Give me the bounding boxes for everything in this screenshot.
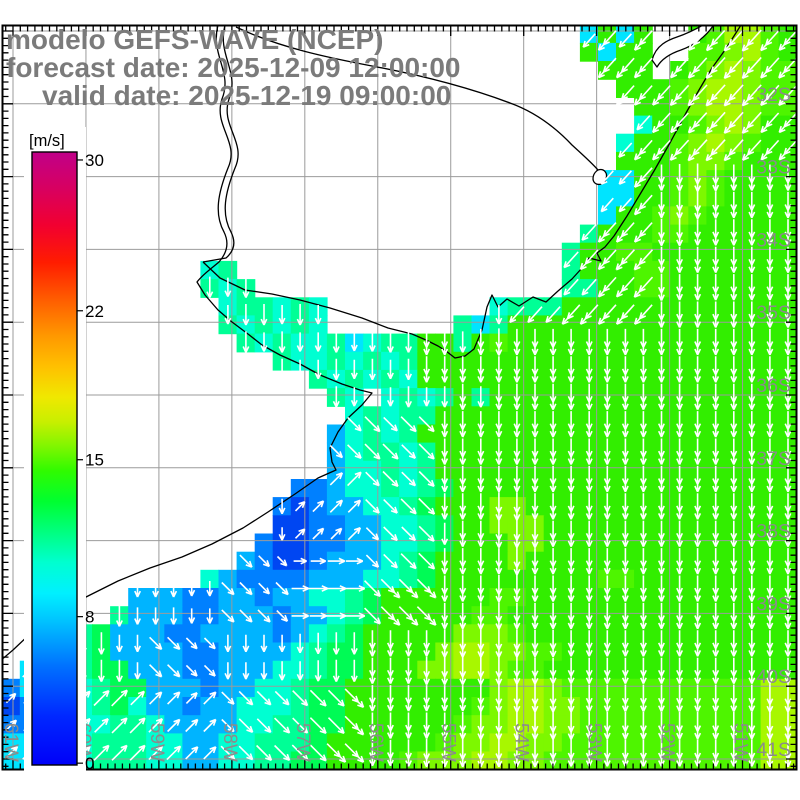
latitude-label: 35S <box>756 302 791 324</box>
inland-river <box>235 26 599 171</box>
latitude-label: 37S <box>756 448 791 470</box>
longitude-label: 58W <box>219 723 240 762</box>
colorbar-legend: [m/s] 30 22 15 8 0 <box>24 127 104 773</box>
colorbar-tick-label: 15 <box>85 451 104 470</box>
latitude-label: 36S <box>756 375 791 397</box>
wind-arrows <box>4 29 797 768</box>
colorbar-tick-label: 8 <box>85 608 94 627</box>
longitude-label: 55W <box>438 723 459 762</box>
colorbar-gradient-bar <box>31 151 78 766</box>
degree-tick-marks <box>3 26 796 769</box>
axis-labels: 32S33S34S35S36S37S38S39S40S41S61W60W59W5… <box>0 84 791 762</box>
longitude-label: 57W <box>292 723 313 762</box>
river-east-bank <box>202 25 239 263</box>
colorbar-unit-label: [m/s] <box>29 132 65 150</box>
longitude-label: 61W <box>0 723 21 762</box>
latitude-label: 38S <box>756 521 791 543</box>
latitude-label: 39S <box>756 593 791 615</box>
map-frame <box>1 24 798 771</box>
longitude-label: 54W <box>511 723 532 762</box>
graticule-lines <box>2 25 797 770</box>
longitude-label: 51W <box>730 723 751 762</box>
latitude-label: 32S <box>756 84 791 106</box>
longitude-label: 52W <box>657 723 678 762</box>
latitude-label: 33S <box>756 157 791 179</box>
coastline <box>2 25 742 661</box>
colorbar-tick-label: 22 <box>85 302 104 321</box>
river-west-bank-south-coast <box>2 25 373 661</box>
coast-atlantic-north-shore <box>202 25 742 359</box>
latitude-label: 34S <box>756 229 791 251</box>
latitude-label: 41S <box>756 739 791 761</box>
longitude-label: 59W <box>146 723 167 762</box>
colorbar-tick-label: 0 <box>85 754 94 773</box>
longitude-label: 56W <box>365 723 386 762</box>
colorbar-tick-label: 30 <box>85 151 104 170</box>
latitude-label: 40S <box>756 666 791 688</box>
ocean-cells <box>2 25 797 770</box>
longitude-label: 53W <box>584 723 605 762</box>
map-border <box>1 24 798 771</box>
